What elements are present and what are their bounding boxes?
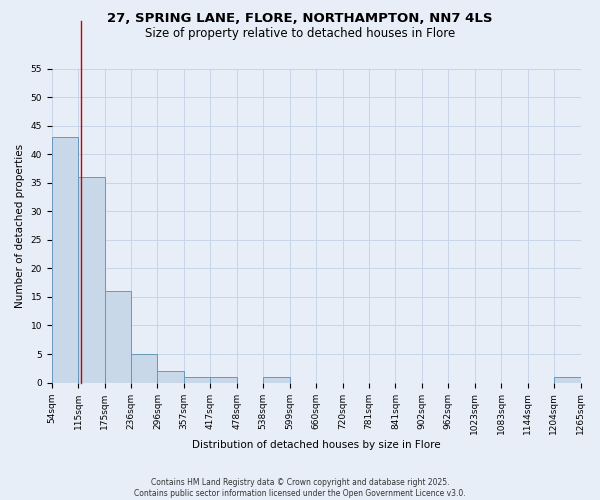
Bar (554, 377, 581, 382)
Bar (210, 377, 237, 382)
Bar (157, 371, 184, 382)
Bar (184, 377, 210, 382)
Bar (104, 291, 131, 382)
Bar (131, 354, 157, 382)
X-axis label: Distribution of detached houses by size in Flore: Distribution of detached houses by size … (192, 440, 440, 450)
Text: 27, SPRING LANE, FLORE, NORTHAMPTON, NN7 4LS: 27, SPRING LANE, FLORE, NORTHAMPTON, NN7… (107, 12, 493, 26)
Y-axis label: Number of detached properties: Number of detached properties (15, 144, 25, 308)
Bar (79, 177, 104, 382)
Bar (52, 137, 79, 382)
Text: 27 SPRING LANE: 120sqm
← 45% of detached houses are smaller (47)
54% of semi-det: 27 SPRING LANE: 120sqm ← 45% of detached… (0, 499, 1, 500)
Text: Contains HM Land Registry data © Crown copyright and database right 2025.
Contai: Contains HM Land Registry data © Crown c… (134, 478, 466, 498)
Text: Size of property relative to detached houses in Flore: Size of property relative to detached ho… (145, 28, 455, 40)
Bar (263, 377, 290, 382)
